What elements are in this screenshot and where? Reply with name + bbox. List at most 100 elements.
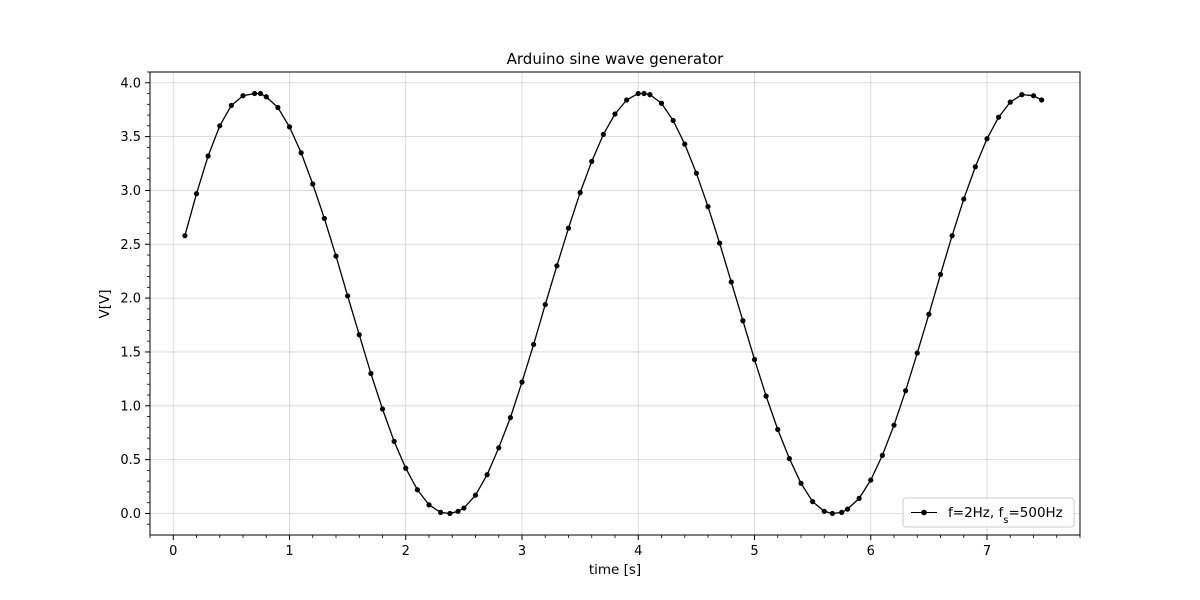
legend-label-subscript: s	[1003, 515, 1008, 526]
data-point	[455, 508, 461, 514]
data-point	[647, 92, 653, 98]
series-layer	[182, 90, 1045, 517]
data-point	[472, 492, 479, 498]
x-tick-label: 3	[518, 544, 526, 559]
x-tick-label: 6	[867, 544, 875, 559]
data-point	[531, 341, 537, 348]
data-point	[612, 111, 618, 117]
legend-box	[902, 497, 1075, 528]
data-point	[496, 445, 502, 451]
y-tick-label: 3.0	[120, 184, 141, 199]
data-point	[996, 114, 1002, 120]
data-point	[949, 233, 955, 239]
data-point	[728, 279, 734, 285]
axis-ticks: 0 1 2 3 4 5 6 7 0.0 0.5 1.0 1.5 2.0 2.5 3.0 3.5 4.0	[120, 71, 1081, 559]
data-point	[345, 293, 351, 299]
data-point	[821, 508, 827, 514]
data-point	[641, 90, 647, 97]
data-point	[682, 141, 688, 147]
data-point	[829, 510, 835, 517]
data-point	[775, 426, 781, 433]
data-point	[240, 93, 246, 99]
data-point	[589, 158, 595, 164]
x-axis-title: time [s]	[589, 562, 641, 578]
data-point	[193, 191, 200, 197]
data-point	[519, 379, 525, 385]
data-point	[635, 90, 641, 97]
data-point	[600, 131, 606, 138]
x-tick-label: 0	[169, 544, 177, 559]
data-point	[507, 415, 513, 421]
legend-label: f=2Hz, fs=500Hz	[948, 505, 1063, 526]
data-point	[217, 123, 223, 129]
data-point	[447, 510, 453, 517]
x-tick-label: 7	[983, 544, 991, 559]
data-point	[182, 233, 188, 239]
data-point	[972, 164, 978, 170]
y-tick-label: 0.0	[120, 507, 141, 522]
data-point	[798, 480, 804, 486]
data-point	[257, 90, 264, 97]
data-point	[228, 102, 234, 108]
y-tick-label: 1.5	[120, 345, 141, 360]
data-point	[577, 190, 583, 196]
data-point	[1030, 93, 1037, 99]
grid-lines	[150, 72, 1080, 535]
data-point	[839, 509, 845, 515]
data-point	[1039, 97, 1045, 103]
data-point	[252, 90, 258, 97]
legend-label-prefix: f=2Hz, f	[948, 505, 1004, 521]
data-point	[461, 505, 467, 511]
data-point	[844, 506, 851, 512]
legend: f=2Hz, fs=500Hz	[902, 497, 1075, 528]
data-point	[565, 225, 572, 231]
x-tick-label: 1	[285, 544, 293, 559]
data-point	[763, 393, 769, 399]
data-point	[310, 181, 316, 187]
data-point	[403, 465, 409, 471]
data-point	[391, 438, 397, 444]
chart-title: Arduino sine wave generator	[507, 50, 725, 68]
data-point	[484, 472, 490, 478]
data-point	[1007, 99, 1013, 105]
data-point	[205, 153, 211, 159]
data-point	[263, 94, 269, 100]
x-tick-label: 5	[750, 544, 758, 559]
data-point	[438, 509, 444, 515]
y-tick-label: 0.5	[120, 453, 141, 468]
y-tick-label: 1.0	[120, 399, 141, 414]
data-point	[879, 452, 885, 458]
data-point	[926, 311, 932, 317]
data-point	[856, 495, 862, 501]
data-point	[937, 271, 944, 278]
y-tick-label: 3.5	[120, 130, 141, 145]
x-tick-label: 4	[634, 544, 642, 559]
data-point	[903, 388, 909, 394]
data-point	[275, 104, 281, 111]
data-point	[286, 124, 293, 130]
data-point	[717, 240, 723, 246]
data-point	[356, 332, 362, 338]
y-tick-label: 2.0	[120, 292, 141, 307]
x-tick-label: 2	[402, 544, 410, 559]
data-point	[658, 100, 665, 106]
data-point	[914, 350, 920, 356]
data-point	[414, 487, 420, 493]
data-point	[670, 117, 676, 124]
data-point	[705, 203, 711, 210]
data-point	[298, 150, 304, 156]
data-point	[333, 253, 339, 259]
data-point	[868, 477, 874, 483]
data-point	[751, 356, 758, 363]
data-point	[542, 301, 548, 308]
data-point	[984, 136, 990, 142]
data-point	[1019, 92, 1025, 98]
data-point	[624, 97, 630, 103]
data-point	[740, 318, 746, 324]
y-tick-label: 2.5	[120, 238, 141, 253]
data-point	[321, 215, 327, 222]
legend-label-suffix: =500Hz	[1008, 505, 1062, 521]
data-point	[810, 499, 816, 505]
data-point	[426, 502, 432, 508]
